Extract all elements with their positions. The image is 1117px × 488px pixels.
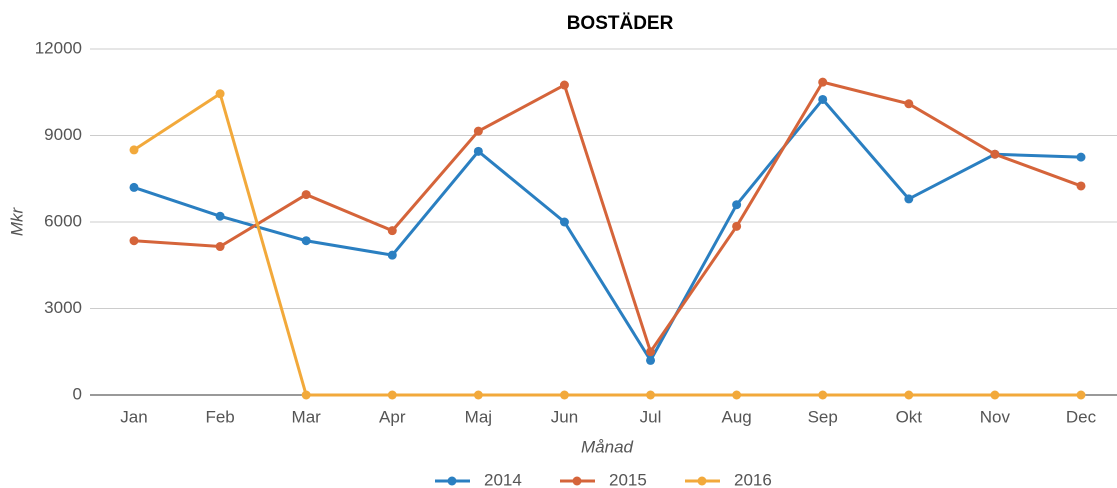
x-tick-label: Apr xyxy=(379,407,406,426)
data-point xyxy=(818,77,828,87)
data-point xyxy=(387,390,397,400)
series-line xyxy=(133,97,1082,364)
data-point xyxy=(1076,181,1086,191)
data-point xyxy=(732,390,742,400)
y-tick-label: 0 xyxy=(73,384,82,403)
data-point xyxy=(646,390,656,400)
data-point xyxy=(732,221,742,231)
y-tick-label: 3000 xyxy=(44,298,82,317)
y-tick-label: 6000 xyxy=(44,211,82,230)
data-point xyxy=(559,80,569,90)
y-tick-label: 9000 xyxy=(44,125,82,144)
data-point xyxy=(904,99,914,109)
y-axis-label: Mkr xyxy=(7,207,26,237)
legend-label: 2014 xyxy=(484,470,522,488)
legend-marker xyxy=(697,476,707,486)
data-point xyxy=(646,347,656,357)
data-point xyxy=(473,390,483,400)
x-tick-label: Mar xyxy=(292,407,322,426)
data-point xyxy=(559,390,569,400)
data-point xyxy=(215,242,225,252)
x-tick-label: Sep xyxy=(808,407,838,426)
x-axis-label: Månad xyxy=(581,437,634,456)
x-tick-label: Jan xyxy=(120,407,147,426)
x-tick-label: Okt xyxy=(896,407,923,426)
data-point xyxy=(904,194,914,204)
x-tick-label: Jun xyxy=(551,407,578,426)
data-point xyxy=(129,182,139,192)
data-point xyxy=(387,226,397,236)
data-point xyxy=(818,94,828,104)
data-point xyxy=(215,89,225,99)
x-tick-label: Feb xyxy=(205,407,234,426)
data-point xyxy=(559,217,569,227)
legend-label: 2016 xyxy=(734,470,772,488)
data-point xyxy=(129,145,139,155)
data-point xyxy=(646,355,656,365)
legend-marker xyxy=(447,476,457,486)
x-tick-label: Jul xyxy=(640,407,662,426)
data-point xyxy=(301,390,311,400)
x-tick-label: Maj xyxy=(465,407,492,426)
y-tick-label: 12000 xyxy=(35,38,82,57)
data-point xyxy=(1076,390,1086,400)
legend-marker xyxy=(572,476,582,486)
series-line xyxy=(133,80,1082,356)
data-point xyxy=(129,236,139,246)
x-tick-label: Nov xyxy=(980,407,1011,426)
data-point xyxy=(473,126,483,136)
data-point xyxy=(990,149,1000,159)
data-point xyxy=(818,390,828,400)
data-point xyxy=(904,390,914,400)
chart-title: BOSTÄDER xyxy=(567,13,674,34)
data-point xyxy=(301,190,311,200)
data-point xyxy=(732,200,742,210)
data-point xyxy=(301,236,311,246)
data-point xyxy=(990,390,1000,400)
series-line xyxy=(133,91,1081,397)
data-point xyxy=(215,211,225,221)
data-point xyxy=(1076,152,1086,162)
x-tick-label: Aug xyxy=(722,407,752,426)
legend-label: 2015 xyxy=(609,470,647,488)
data-point xyxy=(473,146,483,156)
x-tick-label: Dec xyxy=(1066,407,1097,426)
data-point xyxy=(387,250,397,260)
